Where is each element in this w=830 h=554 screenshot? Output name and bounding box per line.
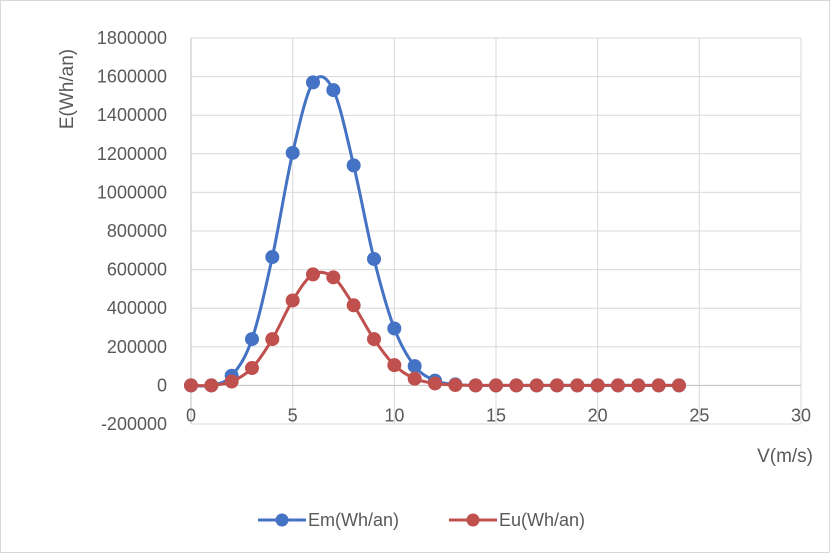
data-point [550,378,564,393]
data-point [509,378,524,393]
y-tick-label: 600000 [107,260,167,280]
data-point [204,378,219,393]
legend-label: Em(Wh/an) [308,510,399,530]
legend-marker [466,513,480,527]
data-point [672,378,686,393]
legend-label: Eu(Wh/an) [499,510,585,530]
data-point [631,378,646,393]
data-point [306,267,320,282]
data-point [387,321,402,336]
y-tick-label: 200000 [107,337,167,357]
data-point [570,378,585,393]
data-point [367,332,381,347]
data-point [346,158,361,173]
y-tick-label: 1200000 [97,144,167,164]
y-tick-label: 1600000 [97,67,167,87]
series-eu [184,267,686,393]
data-point [428,376,442,391]
y-tick-label: 1400000 [97,105,167,125]
x-tick-label: 15 [486,405,506,425]
data-point [285,293,300,308]
data-point [326,83,341,98]
data-point [611,378,625,393]
data-point [265,250,280,265]
y-tick-label: 800000 [107,221,167,241]
data-point [265,332,280,347]
y-tick-labels: -200000 0 200000 400000 600000 800000 1000000 1… [97,28,167,434]
data-point [407,359,422,374]
data-point [346,298,361,313]
series-em [184,75,686,393]
legend-marker [275,513,289,527]
data-point [184,378,198,393]
x-tick-label: 20 [588,405,608,425]
y-tick-label: 1000000 [97,182,167,202]
y-axis-title: E(Wh/an) [57,49,78,129]
legend-item: Eu(Wh/an) [449,510,585,530]
legend-item: Em(Wh/an) [258,510,399,530]
gridlines [191,37,802,425]
data-point [306,75,320,90]
data-point [245,361,259,376]
x-tick-labels: 0 5 10 15 20 25 30 [186,405,811,425]
x-tick-label: 10 [384,405,404,425]
x-tick-label: 30 [791,405,811,425]
data-point [448,378,463,393]
y-tick-label: -200000 [101,414,167,434]
data-point [651,378,666,393]
series-layer [184,75,686,393]
data-point [590,378,605,393]
data-point [367,251,381,266]
y-tick-label: 0 [157,375,167,395]
data-point [468,378,483,393]
data-point [285,145,300,160]
data-point [387,358,402,373]
x-axis-title: V(m/s) [757,446,813,467]
data-point [529,378,544,393]
y-tick-label: 400000 [107,298,167,318]
y-tick-label: 1800000 [97,28,167,48]
data-point [326,270,341,285]
data-point [407,371,422,386]
data-point [489,378,503,393]
legend: Em(Wh/an) Eu(Wh/an) [258,510,585,530]
data-point [224,374,239,389]
x-tick-label: 5 [288,405,298,425]
x-tick-label: 25 [689,405,709,425]
data-point [245,332,259,347]
x-tick-label: 0 [186,405,196,425]
